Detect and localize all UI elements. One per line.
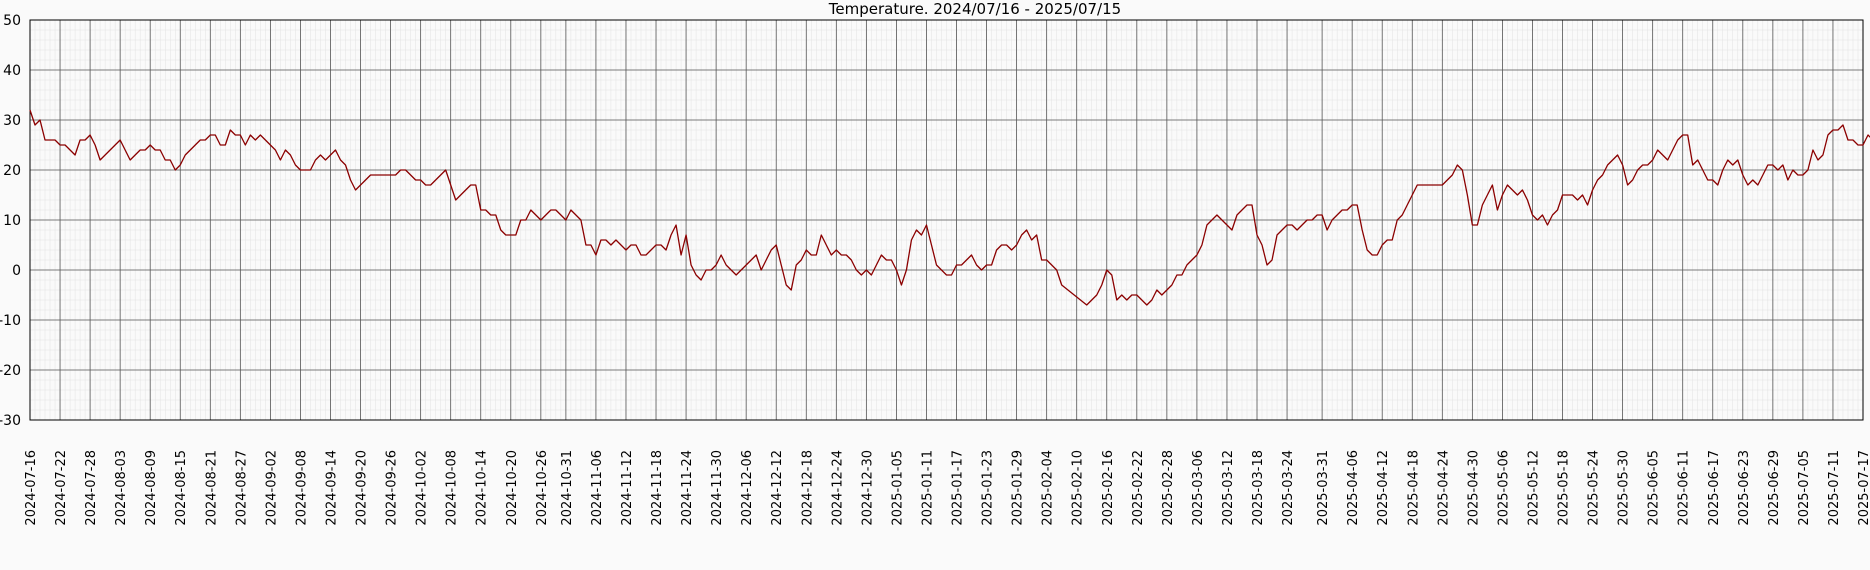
x-tick-label: 2024-08-21	[204, 450, 219, 526]
temperature-series-line	[29, 109, 1870, 306]
x-tick-label: 2024-09-26	[385, 450, 400, 526]
y-tick-label: -30	[0, 413, 21, 429]
x-tick-label: 2024-09-20	[355, 450, 370, 526]
x-tick-label: 2024-08-15	[174, 450, 189, 526]
x-tick-label: 2024-10-02	[415, 450, 430, 526]
x-tick-label: 2025-04-18	[1406, 450, 1421, 526]
x-tick-label: 2024-10-14	[475, 450, 490, 526]
x-tick-label: 2025-03-18	[1251, 450, 1266, 526]
x-tick-label: 2024-07-28	[84, 450, 99, 526]
x-tick-label: 2025-01-17	[951, 450, 966, 526]
x-tick-label: 2024-10-31	[560, 450, 575, 526]
y-tick-label: 50	[3, 13, 21, 29]
x-tick-label: 2024-12-12	[770, 450, 785, 526]
x-tick-label: 2025-03-31	[1316, 450, 1331, 526]
x-tick-label: 2025-04-06	[1346, 450, 1361, 526]
x-tick-label: 2024-10-20	[505, 450, 520, 526]
x-tick-label: 2024-12-18	[800, 450, 815, 526]
x-tick-label: 2024-12-30	[860, 450, 875, 526]
x-tick-label: 2025-05-30	[1617, 450, 1632, 526]
x-tick-label: 2025-06-17	[1707, 450, 1722, 526]
x-tick-label: 2024-10-08	[445, 450, 460, 526]
x-axis: 2024-07-16 2024-07-22 2024-07-28 2024-08-03…	[24, 450, 1870, 526]
major-grid	[29, 19, 1864, 421]
x-tick-label: 2024-11-06	[590, 450, 605, 526]
x-tick-label: 2025-06-11	[1677, 450, 1692, 526]
x-tick-label: 2024-09-08	[294, 450, 309, 526]
x-tick-label: 2025-05-06	[1496, 450, 1511, 526]
x-tick-label: 2024-08-03	[114, 450, 129, 526]
y-tick-label: 20	[3, 163, 21, 179]
x-tick-label: 2025-03-24	[1281, 450, 1296, 526]
x-tick-label: 2024-08-09	[144, 450, 159, 526]
x-tick-label: 2024-12-24	[830, 450, 845, 526]
x-tick-label: 2024-09-14	[324, 450, 339, 526]
x-tick-label: 2024-11-30	[710, 450, 725, 526]
x-tick-label: 2025-01-11	[920, 450, 935, 526]
x-tick-label: 2025-02-04	[1041, 450, 1056, 526]
y-tick-label: -10	[0, 313, 21, 329]
x-tick-label: 2025-02-16	[1101, 450, 1116, 526]
x-tick-label: 2025-07-11	[1827, 450, 1842, 526]
x-tick-label: 2025-02-22	[1131, 450, 1146, 526]
y-tick-label: 0	[12, 263, 21, 279]
x-tick-label: 2024-07-22	[54, 450, 69, 526]
x-tick-label: 2024-11-12	[620, 450, 635, 526]
x-tick-label: 2025-05-12	[1526, 450, 1541, 526]
x-tick-label: 2025-03-06	[1191, 450, 1206, 526]
x-tick-label: 2025-05-18	[1557, 450, 1572, 526]
x-tick-label: 2025-04-30	[1466, 450, 1481, 526]
x-tick-label: 2024-12-06	[740, 450, 755, 526]
x-tick-label: 2025-06-05	[1647, 450, 1662, 526]
x-tick-label: 2025-01-23	[981, 450, 996, 526]
y-tick-label: 30	[3, 113, 21, 129]
x-tick-label: 2025-07-17	[1857, 450, 1870, 526]
x-tick-label: 2024-10-26	[535, 450, 550, 526]
y-tick-label: 40	[3, 63, 21, 79]
plot-frame	[29, 19, 1864, 421]
x-tick-label: 2024-11-24	[680, 450, 695, 526]
x-tick-label: 2025-07-05	[1797, 450, 1812, 526]
y-axis: -30 -20 -10 0 10 20 30 40 50	[0, 13, 21, 429]
y-tick-label: 10	[3, 213, 21, 229]
x-tick-label: 2024-07-16	[24, 450, 39, 526]
x-tick-label: 2025-02-28	[1161, 450, 1176, 526]
x-tick-label: 2024-08-27	[234, 450, 249, 526]
chart-title: Temperature. 2024/07/16 - 2025/07/15	[828, 0, 1121, 18]
x-tick-label: 2025-06-23	[1737, 450, 1752, 526]
x-tick-label: 2025-04-24	[1436, 450, 1451, 526]
x-tick-label: 2025-02-10	[1071, 450, 1086, 526]
x-tick-label: 2025-01-29	[1011, 450, 1026, 526]
x-tick-label: 2024-11-18	[650, 450, 665, 526]
x-tick-label: 2024-09-02	[264, 450, 279, 526]
x-tick-label: 2025-03-12	[1221, 450, 1236, 526]
x-tick-label: 2025-05-24	[1587, 450, 1602, 526]
x-tick-label: 2025-06-29	[1767, 450, 1782, 526]
x-tick-label: 2025-04-12	[1376, 450, 1391, 526]
y-tick-label: -20	[0, 363, 21, 379]
x-tick-label: 2025-01-05	[890, 450, 905, 526]
